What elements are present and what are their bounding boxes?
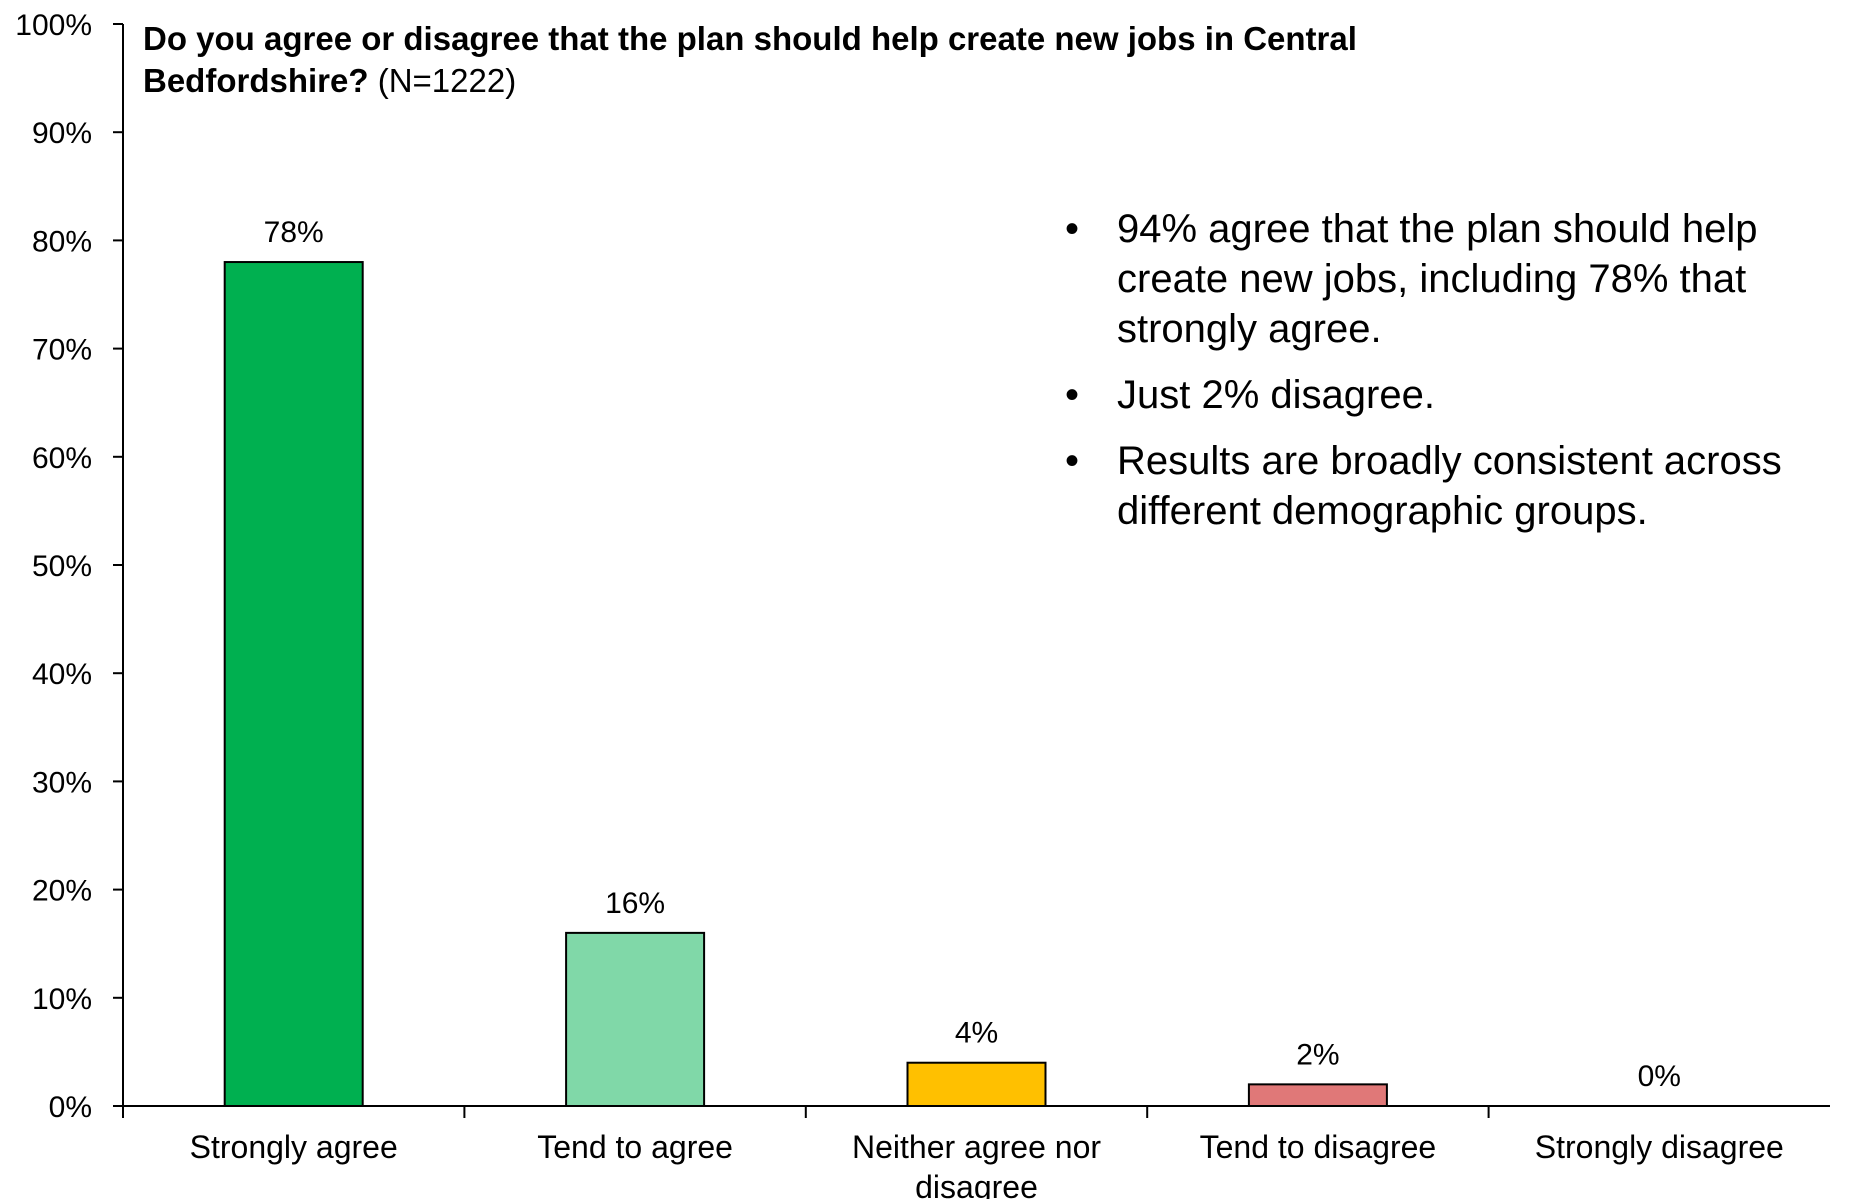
chart-axes bbox=[113, 23, 1830, 1118]
y-tick-label: 80% bbox=[32, 225, 92, 258]
y-tick-label: 70% bbox=[32, 334, 92, 367]
y-tick-label: 30% bbox=[32, 766, 92, 799]
x-tick-label: Neither agree nor bbox=[852, 1129, 1101, 1165]
y-tick-label: 100% bbox=[15, 9, 92, 42]
summary-note-text: 94% agree that the plan should help crea… bbox=[1117, 207, 1758, 351]
summary-note-text: Just 2% disagree. bbox=[1117, 373, 1435, 417]
summary-note: • Results are broadly consistent across … bbox=[1065, 436, 1845, 536]
chart-labels: 0% 10% 20% 30% 40% 50% 60% 70% 80% 90% 100% 78% Stro… bbox=[15, 9, 1784, 1199]
chart-title-main: Do you agree or disagree that the plan s… bbox=[143, 20, 1357, 99]
y-tick-label: 60% bbox=[32, 442, 92, 475]
bar bbox=[1247, 1083, 1388, 1107]
y-tick-label: 0% bbox=[49, 1091, 92, 1124]
x-tick-label: Strongly agree bbox=[190, 1129, 398, 1165]
chart-bars bbox=[223, 261, 1388, 1108]
x-tick-label: Tend to disagree bbox=[1200, 1129, 1437, 1165]
y-tick-label: 20% bbox=[32, 875, 92, 908]
bar bbox=[223, 261, 364, 1108]
x-tick-label: disagree bbox=[915, 1169, 1038, 1199]
bar bbox=[565, 931, 706, 1107]
data-label: 2% bbox=[1296, 1038, 1339, 1071]
x-tick-label: Strongly disagree bbox=[1535, 1129, 1784, 1165]
y-tick-label: 40% bbox=[32, 658, 92, 691]
bar bbox=[906, 1061, 1047, 1107]
data-label: 4% bbox=[955, 1017, 998, 1050]
y-tick-label: 10% bbox=[32, 983, 92, 1016]
summary-note-text: Results are broadly consistent across di… bbox=[1117, 439, 1782, 533]
bullet-icon: • bbox=[1065, 373, 1080, 417]
summary-note: • 94% agree that the plan should help cr… bbox=[1065, 204, 1845, 354]
data-label: 16% bbox=[605, 887, 665, 920]
y-tick-label: 50% bbox=[32, 550, 92, 583]
chart-title: Do you agree or disagree that the plan s… bbox=[143, 18, 1543, 102]
bullet-icon: • bbox=[1065, 439, 1080, 483]
chart-title-suffix: (N=1222) bbox=[377, 62, 517, 99]
x-tick-label: Tend to agree bbox=[537, 1129, 733, 1165]
summary-notes: • 94% agree that the plan should help cr… bbox=[1065, 204, 1845, 552]
data-label: 0% bbox=[1638, 1060, 1681, 1093]
bullet-icon: • bbox=[1065, 207, 1080, 251]
data-label: 78% bbox=[264, 216, 324, 249]
y-tick-label: 90% bbox=[32, 117, 92, 150]
summary-note: • Just 2% disagree. bbox=[1065, 370, 1845, 420]
